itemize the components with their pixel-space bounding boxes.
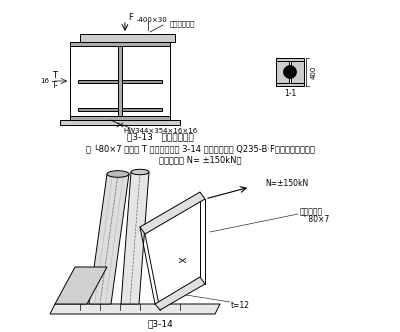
Text: t=12: t=12 bbox=[230, 300, 250, 309]
Text: HW344×354×16×16: HW344×354×16×16 bbox=[123, 128, 197, 134]
Bar bbox=[70, 42, 170, 46]
Polygon shape bbox=[50, 304, 220, 314]
Polygon shape bbox=[140, 192, 205, 234]
Bar bbox=[276, 58, 304, 86]
Bar bbox=[276, 58, 304, 61]
Polygon shape bbox=[155, 277, 205, 310]
Bar bbox=[60, 120, 180, 125]
Text: ˊ' 80×7: ˊ' 80×7 bbox=[300, 215, 329, 224]
Text: 上端刨平顶紧: 上端刨平顶紧 bbox=[170, 21, 196, 27]
Text: 心力设计值 N= ±150kN。: 心力设计值 N= ±150kN。 bbox=[159, 155, 241, 164]
Bar bbox=[78, 108, 118, 111]
Ellipse shape bbox=[107, 171, 129, 177]
Text: F: F bbox=[128, 13, 133, 22]
Text: 图3-13   柱顶承压节点: 图3-13 柱顶承压节点 bbox=[127, 132, 193, 141]
Bar bbox=[276, 83, 304, 86]
Polygon shape bbox=[121, 172, 149, 304]
Bar bbox=[70, 42, 170, 120]
Circle shape bbox=[284, 66, 296, 78]
Bar bbox=[122, 108, 162, 111]
Bar bbox=[80, 34, 175, 42]
Text: -400×30: -400×30 bbox=[137, 17, 167, 23]
Text: 1-1: 1-1 bbox=[284, 90, 296, 99]
Text: N=±150kN: N=±150kN bbox=[265, 180, 308, 189]
Text: 400: 400 bbox=[311, 65, 317, 79]
Bar bbox=[276, 61, 289, 83]
Text: T: T bbox=[52, 71, 58, 80]
Text: 图3-14: 图3-14 bbox=[147, 319, 173, 328]
Bar bbox=[291, 61, 304, 83]
Text: 人字形腹杆: 人字形腹杆 bbox=[300, 208, 323, 216]
Bar bbox=[118, 46, 122, 116]
Polygon shape bbox=[89, 174, 129, 304]
Text: 16: 16 bbox=[40, 78, 50, 84]
Text: T-: T- bbox=[52, 81, 58, 91]
Bar bbox=[78, 79, 118, 82]
Ellipse shape bbox=[131, 169, 149, 175]
Polygon shape bbox=[55, 267, 107, 304]
Bar bbox=[122, 79, 162, 82]
Text: 钢 └80×7 组成的 T 形截面，如图 3-14 所示。钢材为 Q235-B·F，其斜撑所受的轴: 钢 └80×7 组成的 T 形截面，如图 3-14 所示。钢材为 Q235-B·… bbox=[86, 145, 314, 154]
Bar bbox=[70, 116, 170, 120]
